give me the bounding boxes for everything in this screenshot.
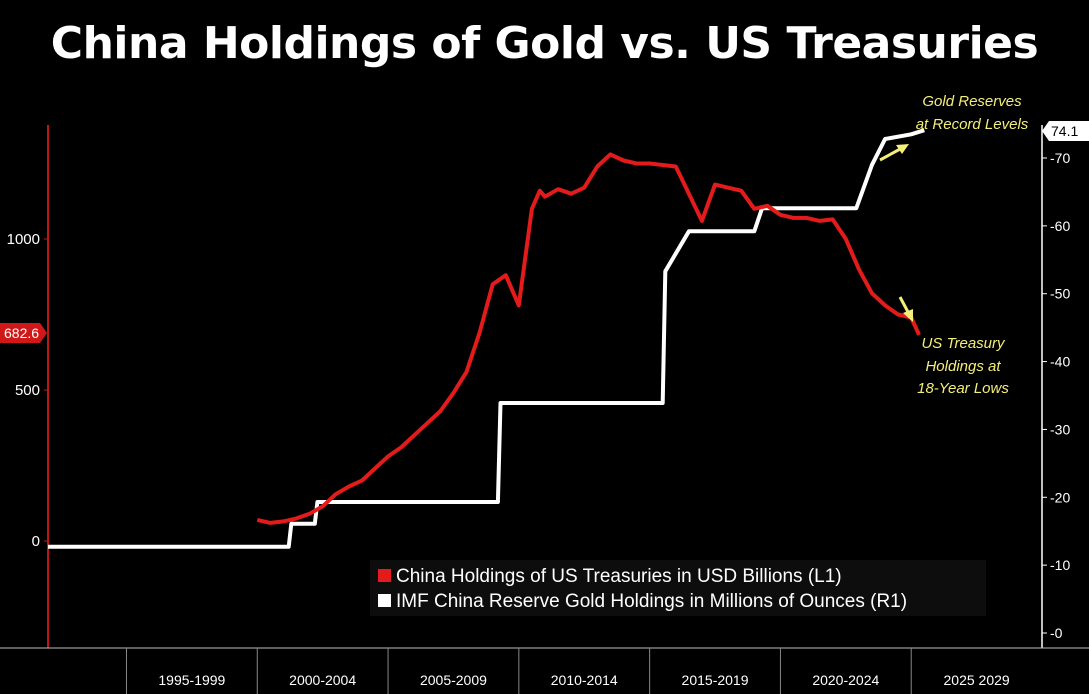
treasury-annotation-line-3: 18-Year Lows bbox=[917, 380, 1009, 397]
legend-swatch-treasury bbox=[378, 569, 391, 582]
right-tick-label: -10 bbox=[1050, 557, 1070, 573]
treasury-annotation: US Treasury Holdings at 18-Year Lows bbox=[898, 296, 1009, 397]
right-tick-label: -20 bbox=[1050, 489, 1070, 505]
left-tick-label: 0 bbox=[32, 533, 40, 550]
x-axis-ticks: 1995-1999 2000-2004 2005-2009 2010-2014 2015… bbox=[125, 648, 1010, 694]
treasury-annotation-line-2: Holdings at bbox=[925, 358, 1001, 375]
legend-label-treasury: China Holdings of US Treasuries in USD B… bbox=[396, 566, 842, 587]
right-last-value-tag: 74.1 bbox=[1042, 121, 1089, 141]
right-axis-ticks: -0 -10 -20 -30 -40 -50 -60 -70 bbox=[1042, 150, 1070, 641]
x-tick-label: 1995-1999 bbox=[158, 672, 225, 688]
gold-annotation-line-1: Gold Reserves bbox=[922, 93, 1022, 110]
left-last-value-tag: 682.6 bbox=[0, 323, 47, 343]
x-tick-label: 2020-2024 bbox=[812, 672, 879, 688]
chart-title: China Holdings of Gold vs. US Treasuries bbox=[50, 18, 1039, 69]
gold-annotation-line-2: at Record Levels bbox=[916, 116, 1029, 133]
x-tick-label: 2015-2019 bbox=[682, 672, 749, 688]
left-tick-label: 500 bbox=[15, 382, 40, 399]
left-tick-label: 1000 bbox=[7, 231, 40, 248]
gold-annotation: Gold Reserves at Record Levels bbox=[879, 93, 1029, 162]
right-last-value-text: 74.1 bbox=[1051, 123, 1078, 139]
x-tick-label: 2000-2004 bbox=[289, 672, 356, 688]
right-tick-label: -0 bbox=[1050, 625, 1063, 641]
left-last-value-text: 682.6 bbox=[4, 325, 39, 341]
right-tick-label: -40 bbox=[1050, 354, 1070, 370]
legend-swatch-gold bbox=[378, 594, 391, 607]
right-tick-label: -50 bbox=[1050, 286, 1070, 302]
gold-holdings-line bbox=[48, 128, 925, 549]
right-tick-label: -30 bbox=[1050, 421, 1070, 437]
treasury-annotation-line-1: US Treasury bbox=[921, 335, 1006, 352]
right-tick-label: -60 bbox=[1050, 218, 1070, 234]
right-tick-label: -70 bbox=[1050, 150, 1070, 166]
x-tick-label: 2010-2014 bbox=[551, 672, 618, 688]
legend-label-gold: IMF China Reserve Gold Holdings in Milli… bbox=[396, 591, 907, 612]
left-axis-ticks: 0 500 1000 bbox=[7, 231, 48, 550]
legend: China Holdings of US Treasuries in USD B… bbox=[370, 560, 986, 616]
treasury-holdings-line bbox=[256, 152, 921, 525]
x-tick-label: 2005-2009 bbox=[420, 672, 487, 688]
x-tick-label: 2025 2029 bbox=[944, 672, 1010, 688]
